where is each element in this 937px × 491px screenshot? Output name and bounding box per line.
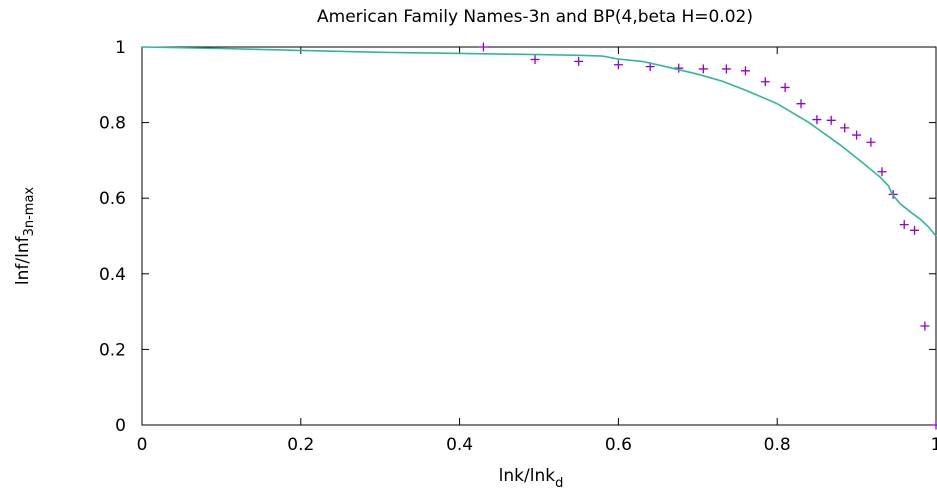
y-axis-label-main: lnf/lnf	[13, 235, 33, 285]
data-point	[796, 99, 806, 109]
data-point	[852, 130, 862, 140]
data-point	[877, 167, 887, 177]
fit-curve	[141, 46, 937, 237]
data-point	[899, 220, 909, 230]
data-point	[910, 225, 920, 235]
axis-ticks	[141, 46, 937, 426]
x-axis-label: lnk/lnkd	[499, 466, 564, 491]
data-point	[826, 115, 836, 125]
y-tick-label: 0.4	[99, 265, 126, 285]
data-point	[866, 137, 876, 147]
y-tick-label: 0.8	[99, 114, 126, 134]
y-axis-label: lnf/lnf3n-max	[13, 187, 37, 286]
chart-title: American Family Names-3n and BP(4,beta H…	[317, 7, 753, 27]
y-tick-label: 0.2	[99, 340, 126, 360]
data-point	[920, 321, 930, 331]
y-tick-label: 1	[115, 38, 126, 58]
y-tick-label: 0.6	[99, 189, 126, 209]
y-tick-label: 0	[115, 416, 126, 436]
x-tick-label: 0.8	[764, 435, 791, 455]
data-point	[740, 66, 750, 76]
data-point	[840, 123, 850, 133]
data-point	[530, 54, 540, 64]
x-tick-label: 0.4	[446, 435, 473, 455]
data-point	[613, 60, 623, 70]
data-point	[674, 63, 684, 73]
x-tick-label: 0.2	[287, 435, 314, 455]
x-tick-label: 0.6	[605, 435, 632, 455]
data-point	[931, 420, 937, 430]
x-tick-label: 1	[931, 435, 937, 455]
data-point	[760, 77, 770, 87]
data-point	[698, 64, 708, 74]
x-axis-label-sub: d	[555, 476, 563, 491]
y-axis-label-sub: 3n-max	[22, 187, 37, 237]
data-point	[574, 56, 584, 66]
data-point	[812, 115, 822, 125]
data-point	[478, 42, 488, 52]
x-axis-label-main: lnk/lnk	[499, 466, 556, 486]
plot-frame	[141, 46, 937, 426]
series-layer	[141, 42, 937, 430]
tick-labels: 0 0.2 0.4 0.6 0.8 1 0 0.2 0.4 0.6 0.8 1	[99, 38, 937, 455]
data-point	[721, 64, 731, 74]
x-tick-label: 0	[137, 435, 148, 455]
data-point	[780, 82, 790, 92]
data-points	[478, 42, 937, 430]
